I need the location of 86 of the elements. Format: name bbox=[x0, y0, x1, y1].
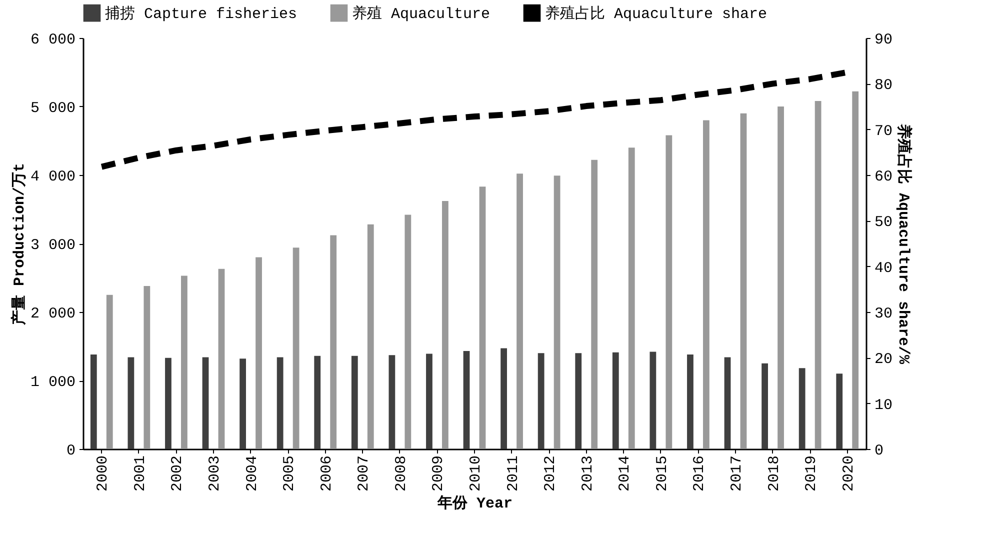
bar bbox=[852, 91, 859, 449]
bar bbox=[500, 348, 507, 449]
y2-tick-label: 80 bbox=[874, 77, 893, 94]
bar bbox=[687, 354, 694, 449]
y2-tick-label: 10 bbox=[874, 396, 893, 414]
x-tick-label: 2001 bbox=[132, 456, 149, 492]
y2-tick-label: 70 bbox=[874, 122, 893, 140]
x-tick-label: 2009 bbox=[430, 456, 448, 492]
y2-tick-label: 20 bbox=[874, 351, 893, 368]
bar bbox=[516, 174, 523, 449]
bar bbox=[463, 351, 470, 449]
x-axis-title: 年份 Year bbox=[436, 494, 513, 513]
x-tick-label: 2013 bbox=[579, 456, 596, 492]
y-tick-label: 6 000 bbox=[30, 32, 76, 48]
bar bbox=[218, 268, 225, 449]
bar bbox=[292, 248, 300, 449]
bar bbox=[575, 353, 582, 449]
bar bbox=[591, 160, 598, 449]
y-axis-title: 产量 Production/万t bbox=[10, 162, 28, 326]
y2-tick-label: 40 bbox=[874, 260, 893, 277]
y2-tick-label: 60 bbox=[874, 168, 893, 186]
x-tick-label: 2015 bbox=[654, 456, 671, 492]
x-tick-label: 2017 bbox=[728, 456, 746, 492]
bar bbox=[836, 374, 843, 449]
x-tick-label: 2012 bbox=[542, 456, 560, 492]
y2-tick-label: 0 bbox=[874, 442, 884, 460]
bar bbox=[762, 363, 768, 449]
bar bbox=[740, 113, 747, 449]
x-tick-label: 2005 bbox=[281, 456, 298, 492]
y2-tick-label: 90 bbox=[874, 32, 893, 48]
bar bbox=[330, 235, 337, 449]
bar bbox=[703, 120, 710, 449]
bar bbox=[650, 352, 656, 449]
x-tick-label: 2010 bbox=[468, 456, 484, 492]
x-tick-label: 2014 bbox=[616, 456, 634, 492]
bar bbox=[554, 176, 560, 449]
x-tick-label: 2003 bbox=[206, 456, 224, 492]
y2-axis-title: 养殖占比 Aquaculture share/% bbox=[894, 122, 914, 366]
bar bbox=[666, 135, 672, 449]
legend-label: 养殖占比 Aquaculture share bbox=[545, 5, 768, 24]
bar bbox=[314, 356, 321, 449]
y-tick-label: 4 000 bbox=[30, 168, 76, 186]
bar bbox=[181, 276, 188, 449]
bar bbox=[628, 148, 635, 449]
bar bbox=[240, 358, 246, 449]
bar bbox=[256, 257, 262, 449]
bar bbox=[442, 201, 448, 449]
bar bbox=[798, 368, 806, 449]
y-tick-label: 1 000 bbox=[30, 374, 76, 391]
legend-label: 捕捞 Capture fisheries bbox=[105, 5, 298, 24]
x-tick-label: 2020 bbox=[840, 456, 858, 492]
y-tick-label: 2 000 bbox=[30, 306, 76, 322]
bar bbox=[165, 358, 172, 449]
x-tick-label: 2011 bbox=[504, 456, 522, 492]
x-tick-label: 2019 bbox=[803, 456, 820, 492]
legend-label: 养殖 Aquaculture bbox=[352, 5, 490, 24]
x-tick-label: 2002 bbox=[169, 456, 186, 492]
bar bbox=[351, 356, 358, 449]
bar bbox=[90, 354, 97, 449]
x-tick-label: 2016 bbox=[691, 456, 708, 492]
bar bbox=[426, 354, 432, 449]
bar bbox=[814, 101, 822, 449]
bar bbox=[612, 352, 619, 449]
bar bbox=[479, 186, 486, 449]
bar bbox=[404, 214, 412, 449]
bar bbox=[724, 357, 731, 449]
bar bbox=[388, 355, 396, 449]
y-tick-label: 0 bbox=[66, 442, 76, 460]
x-tick-label: 2006 bbox=[318, 456, 336, 492]
bar bbox=[276, 357, 284, 449]
x-tick-label: 2000 bbox=[94, 456, 112, 492]
y-tick-label: 5 000 bbox=[30, 100, 76, 117]
x-tick-label: 2004 bbox=[244, 456, 261, 492]
bar bbox=[538, 353, 544, 449]
y2-tick-label: 30 bbox=[874, 306, 893, 322]
x-tick-label: 2008 bbox=[392, 456, 410, 492]
bar bbox=[202, 357, 209, 449]
y2-tick-label: 50 bbox=[874, 214, 893, 232]
x-tick-label: 2007 bbox=[356, 456, 373, 492]
bar bbox=[128, 357, 134, 449]
bar bbox=[106, 294, 113, 449]
x-tick-label: 2018 bbox=[766, 456, 783, 492]
bar bbox=[778, 106, 784, 449]
bar bbox=[144, 286, 150, 449]
y-tick-label: 3 000 bbox=[30, 237, 76, 254]
bar bbox=[367, 224, 374, 449]
